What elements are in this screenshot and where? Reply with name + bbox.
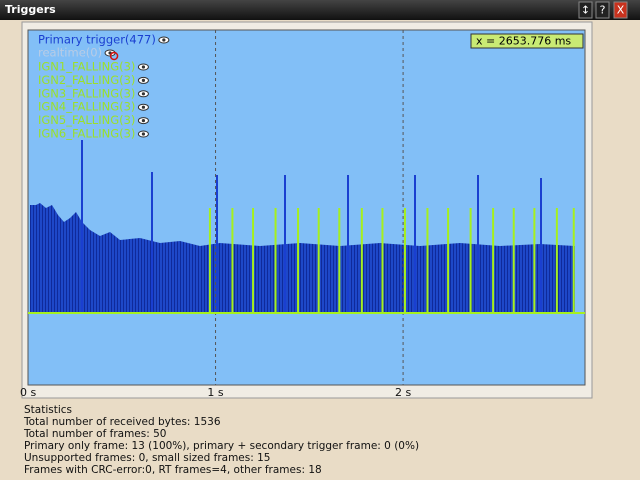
legend-label[interactable]: IGN4_FALLING(3) [38,100,135,114]
cursor-readout [470,33,584,49]
eye-pupil[interactable] [141,132,146,136]
legend-entry[interactable]: IGN6_FALLING(3) [38,127,149,141]
waveform [30,203,575,313]
title-bar [0,0,640,20]
legend-entry[interactable]: IGN1_FALLING(3) [38,60,149,74]
eye-pupil[interactable] [141,119,146,123]
legend-label[interactable]: IGN6_FALLING(3) [38,127,135,141]
legend-entry[interactable]: IGN5_FALLING(3) [38,113,149,127]
legend-label[interactable]: IGN1_FALLING(3) [38,60,135,74]
stats-title: Statistics [24,404,72,416]
legend-label[interactable]: IGN5_FALLING(3) [38,113,135,127]
button-bg[interactable] [613,1,628,19]
button-bg[interactable] [578,1,593,19]
eye-pupil[interactable] [162,38,166,42]
legend-label[interactable]: IGN3_FALLING(3) [38,86,135,100]
legend-entry[interactable]: Primary trigger(477) [38,33,170,47]
stats-line: Primary only frame: 13 (100%), primary +… [24,440,419,452]
legend-entry[interactable]: realtime(0) [38,46,119,61]
plot-area [27,29,586,386]
stats-line: Unsupported frames: 0, small sized frame… [24,452,270,464]
window-button[interactable]: X [613,1,628,19]
stats-line: Frames with CRC-error:0, RT frames=4, ot… [24,464,322,476]
stats-line: Total number of received bytes: 1536 [23,416,221,428]
waveform-spikes [81,140,542,313]
button-bg[interactable] [595,1,610,19]
legend-label[interactable]: IGN2_FALLING(3) [38,73,135,87]
x-tick-label: 0 s [20,386,36,399]
window-title: Triggers [5,3,56,16]
eye-pupil[interactable] [141,105,146,109]
button-label[interactable]: ↕ [581,4,590,17]
legend-entry[interactable]: IGN4_FALLING(3) [38,100,149,114]
legend-entry[interactable]: IGN3_FALLING(3) [38,86,149,100]
x-tick-label: 1 s [207,386,223,399]
x-tick-label: 2 s [395,386,411,399]
legend-label[interactable]: Primary trigger(477) [38,33,156,47]
eye-pupil[interactable] [141,78,146,82]
stats-line: Total number of frames: 50 [23,428,166,440]
window-button[interactable]: ↕ [578,1,593,19]
button-label[interactable]: X [617,4,625,17]
legend-label[interactable]: realtime(0) [38,46,102,60]
eye-pupil[interactable] [141,65,146,69]
eye-pupil[interactable] [141,92,146,96]
hidden-mark[interactable] [109,51,119,61]
window-button[interactable]: ? [595,1,610,19]
cursor-text: x = 2653.776 ms [476,35,571,48]
legend-entry[interactable]: IGN2_FALLING(3) [38,73,149,87]
button-label[interactable]: ? [600,4,606,17]
